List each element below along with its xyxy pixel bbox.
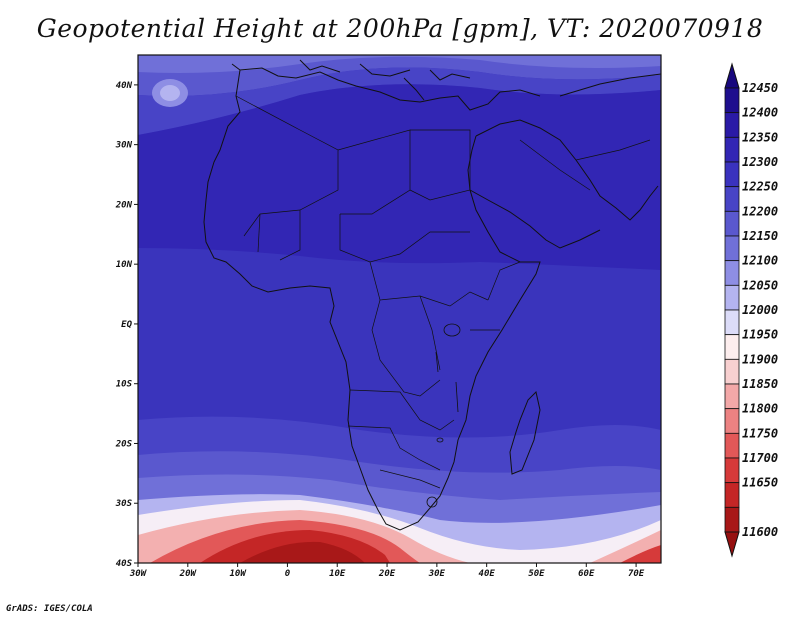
colorbar-label: 12000 <box>742 303 778 317</box>
lat-tick-label: 20S <box>115 439 133 449</box>
lon-tick-label: 60E <box>578 569 595 579</box>
colorbar-label: 12300 <box>742 155 778 169</box>
map-title: Geopotential Height at 200hPa [gpm], VT:… <box>36 14 764 43</box>
lat-tick-label: 10N <box>116 260 133 270</box>
longitude-axis: 30W 20W 10W 0 10E 20E 30E 40E 50E 60E 70E <box>129 563 645 579</box>
lon-tick-label: 40E <box>479 569 496 579</box>
lat-tick-label: 40S <box>116 559 133 569</box>
colorbar-segment <box>724 260 740 286</box>
colorbar-segment <box>724 235 740 262</box>
colorbar-segment <box>724 506 740 533</box>
colorbar-segment <box>724 87 740 114</box>
colorbar-segment <box>724 112 740 138</box>
lon-tick-label: 10W <box>229 569 247 579</box>
colorbar: 12450 12400 12350 12300 12250 12200 12150 12100… <box>724 62 778 558</box>
lat-tick-label: 40N <box>116 81 133 91</box>
colorbar-label: 11750 <box>742 426 778 440</box>
lat-tick-label: 30N <box>115 141 133 151</box>
coastlines <box>203 59 661 531</box>
colorbar-label: 11800 <box>742 402 778 416</box>
lakes <box>426 323 461 508</box>
lon-tick-label: 30E <box>428 569 446 579</box>
height-field <box>138 55 661 563</box>
colorbar-label: 12150 <box>742 229 778 243</box>
lon-tick-label: 20W <box>179 569 198 579</box>
colorbar-label: 11950 <box>742 328 778 342</box>
colorbar-bottom-arrow <box>724 531 740 558</box>
colorbar-segment <box>724 210 740 237</box>
colorbar-segment <box>724 432 740 459</box>
lon-tick-label: 10E <box>329 569 346 579</box>
lon-tick-label: 70E <box>628 569 645 579</box>
grads-credit: GrADS: IGES/COLA <box>6 604 93 614</box>
colorbar-label: 12050 <box>742 278 778 292</box>
colorbar-segment <box>724 334 740 360</box>
lon-tick-label: 50E <box>528 569 545 579</box>
colorbar-label: 11900 <box>742 352 778 366</box>
colorbar-segment <box>724 161 740 188</box>
colorbar-segment <box>724 383 740 410</box>
colorbar-segment <box>724 408 740 434</box>
colorbar-label: 12350 <box>742 130 778 144</box>
lon-tick-label: 20E <box>378 569 396 579</box>
colorbar-label: 12100 <box>742 254 778 268</box>
colorbar-segment <box>724 457 740 484</box>
colorbar-segment <box>724 186 740 212</box>
colorbar-label: 12250 <box>742 180 778 194</box>
latitude-axis: 40N 30N 20N 10N EQ 10S 20S 30S 40S <box>115 81 138 569</box>
country-borders <box>235 95 651 489</box>
colorbar-segment <box>724 358 740 385</box>
lat-tick-label: 30S <box>115 499 133 509</box>
colorbar-label: 11700 <box>742 451 778 465</box>
lat-tick-label: EQ <box>121 320 132 330</box>
colorbar-label: 12200 <box>742 204 778 218</box>
colorbar-label: 12450 <box>742 81 778 95</box>
lat-tick-label: 20N <box>115 200 133 210</box>
colorbar-top-arrow <box>724 62 740 89</box>
colorbar-label: 11850 <box>742 377 778 391</box>
colorbar-segment <box>724 136 740 163</box>
colorbar-label: 12400 <box>742 106 778 120</box>
colorbar-segment <box>724 284 740 311</box>
colorbar-segment <box>724 309 740 336</box>
colorbar-label: 11600 <box>742 525 778 539</box>
lon-tick-label: 30W <box>129 569 148 579</box>
colorbar-segment <box>724 482 740 508</box>
lat-tick-label: 10S <box>116 380 133 390</box>
colorbar-label: 11650 <box>742 476 778 490</box>
map-frame <box>137 54 662 564</box>
lon-tick-label: 0 <box>285 569 291 579</box>
